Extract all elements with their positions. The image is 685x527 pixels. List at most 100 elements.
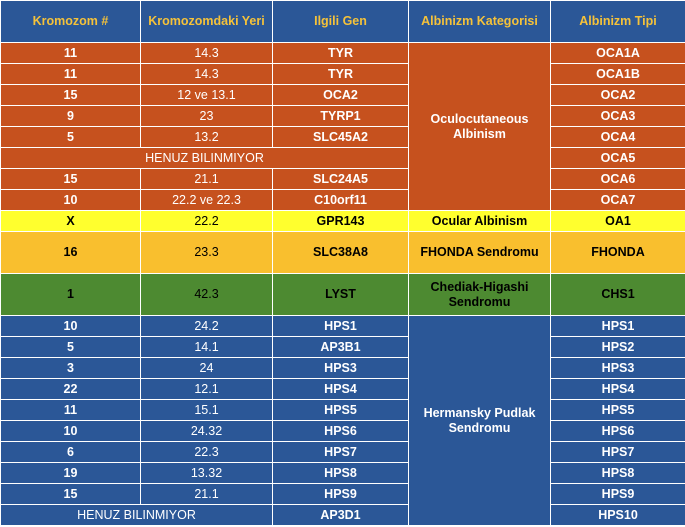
chromosome-cell: 11: [0, 399, 141, 421]
gene-cell: C10orf11: [272, 189, 409, 211]
chromosome-cell: 22: [0, 378, 141, 400]
table-row: 11 14.3 TYR OCA1B: [0, 63, 685, 85]
gene-cell: AP3D1: [272, 504, 409, 526]
chromosome-cell: 5: [0, 126, 141, 148]
chromosome-cell: 3: [0, 357, 141, 379]
gene-cell: HPS3: [272, 357, 409, 379]
type-cell: FHONDA: [550, 231, 685, 274]
type-cell: HPS10: [550, 504, 685, 526]
chromosome-cell: 5: [0, 336, 141, 358]
category-cell-hps: Hermansky Pudlak Sendromu: [408, 315, 551, 526]
type-cell: OCA2: [550, 84, 685, 106]
chromosome-cell: 15: [0, 168, 141, 190]
location-cell: 42.3: [140, 273, 273, 316]
gene-cell: HPS4: [272, 378, 409, 400]
gene-cell: LYST: [272, 273, 409, 316]
table-row: 5 13.2 SLC45A2 OCA4: [0, 126, 685, 148]
location-cell: 24: [140, 357, 273, 379]
table-row: 9 23 TYRP1 OCA3: [0, 105, 685, 127]
location-cell: 15.1: [140, 399, 273, 421]
gene-cell: SLC38A8: [272, 231, 409, 274]
chromosome-cell: 1: [0, 273, 141, 316]
gene-cell: OCA2: [272, 84, 409, 106]
gene-cell: TYR: [272, 42, 409, 64]
location-cell: 23.3: [140, 231, 273, 274]
location-cell: 14.1: [140, 336, 273, 358]
type-cell: HPS9: [550, 483, 685, 505]
header-chromosome: Kromozom #: [0, 0, 141, 43]
location-cell: 14.3: [140, 42, 273, 64]
table-row: 3 24 HPS3 HPS3: [0, 357, 685, 379]
table-row: HENUZ BILINMIYOR OCA5: [0, 147, 685, 169]
header-location: Kromozomdaki Yeri: [140, 0, 273, 43]
gene-cell: TYRP1: [272, 105, 409, 127]
chromosome-cell: 10: [0, 189, 141, 211]
category-cell-ocular: Ocular Albinism: [408, 210, 551, 232]
type-cell: OA1: [550, 210, 685, 232]
table-row: 15 21.1 HPS9 HPS9: [0, 483, 685, 505]
location-cell: 14.3: [140, 63, 273, 85]
chromosome-cell: X: [0, 210, 141, 232]
header-type: Albinizm Tipi: [550, 0, 685, 43]
chromosome-cell: 10: [0, 420, 141, 442]
table-row: 22 12.1 HPS4 HPS4: [0, 378, 685, 400]
type-cell: OCA7: [550, 189, 685, 211]
header-row: Kromozom # Kromozomdaki Yeri Ilgili Gen …: [0, 0, 685, 43]
gene-cell: AP3B1: [272, 336, 409, 358]
location-cell: 22.2: [140, 210, 273, 232]
category-cell-fhonda: FHONDA Sendromu: [408, 231, 551, 274]
type-cell: OCA1B: [550, 63, 685, 85]
type-cell: CHS1: [550, 273, 685, 316]
type-cell: HPS7: [550, 441, 685, 463]
unknown-cell: HENUZ BILINMIYOR: [0, 504, 273, 526]
gene-cell: HPS5: [272, 399, 409, 421]
gene-cell: HPS1: [272, 315, 409, 337]
type-cell: OCA1A: [550, 42, 685, 64]
type-cell: OCA4: [550, 126, 685, 148]
location-cell: 23: [140, 105, 273, 127]
location-cell: 13.32: [140, 462, 273, 484]
type-cell: HPS8: [550, 462, 685, 484]
table-row: 10 24.2 HPS1 Hermansky Pudlak Sendromu H…: [0, 315, 685, 526]
gene-cell: HPS9: [272, 483, 409, 505]
location-cell: 22.3: [140, 441, 273, 463]
header-category: Albinizm Kategorisi: [408, 0, 551, 43]
location-cell: 12 ve 13.1: [140, 84, 273, 106]
type-cell: OCA3: [550, 105, 685, 127]
table-row: 10 24.32 HPS6 HPS6: [0, 420, 685, 442]
table-row: HENUZ BILINMIYOR AP3D1 HPS10: [0, 504, 685, 526]
table-row: 1 42.3 LYST Chediak-Higashi Sendromu CHS…: [0, 273, 685, 316]
header-gene: Ilgili Gen: [272, 0, 409, 43]
chromosome-cell: 6: [0, 441, 141, 463]
table-row: 15 21.1 SLC24A5 OCA6: [0, 168, 685, 190]
table-row: 16 23.3 SLC38A8 FHONDA Sendromu FHONDA: [0, 231, 685, 274]
table-row: 11 15.1 HPS5 HPS5: [0, 399, 685, 421]
table-row: 15 12 ve 13.1 OCA2 OCA2: [0, 84, 685, 106]
category-cell-chediak: Chediak-Higashi Sendromu: [408, 273, 551, 316]
category-cell-oca: Oculocutaneous Albinism: [408, 42, 551, 211]
table-row: 5 14.1 AP3B1 HPS2: [0, 336, 685, 358]
chromosome-cell: 15: [0, 84, 141, 106]
chromosome-cell: 15: [0, 483, 141, 505]
table-row: 10 22.2 ve 22.3 C10orf11 OCA7: [0, 189, 685, 211]
chromosome-cell: 11: [0, 42, 141, 64]
type-cell: HPS2: [550, 336, 685, 358]
location-cell: 12.1: [140, 378, 273, 400]
chromosome-cell: 19: [0, 462, 141, 484]
location-cell: 13.2: [140, 126, 273, 148]
chromosome-cell: 9: [0, 105, 141, 127]
location-cell: 21.1: [140, 168, 273, 190]
type-cell: HPS3: [550, 357, 685, 379]
location-cell: 22.2 ve 22.3: [140, 189, 273, 211]
type-cell: HPS6: [550, 420, 685, 442]
type-cell: OCA5: [550, 147, 685, 169]
table-row: X 22.2 GPR143 Ocular Albinism OA1: [0, 210, 685, 232]
location-cell: 24.2: [140, 315, 273, 337]
chromosome-cell: 11: [0, 63, 141, 85]
gene-cell: HPS7: [272, 441, 409, 463]
type-cell: HPS1: [550, 315, 685, 337]
table-row: 11 14.3 TYR Oculocutaneous Albinism OCA1…: [0, 42, 685, 211]
gene-cell: TYR: [272, 63, 409, 85]
location-cell: 24.32: [140, 420, 273, 442]
